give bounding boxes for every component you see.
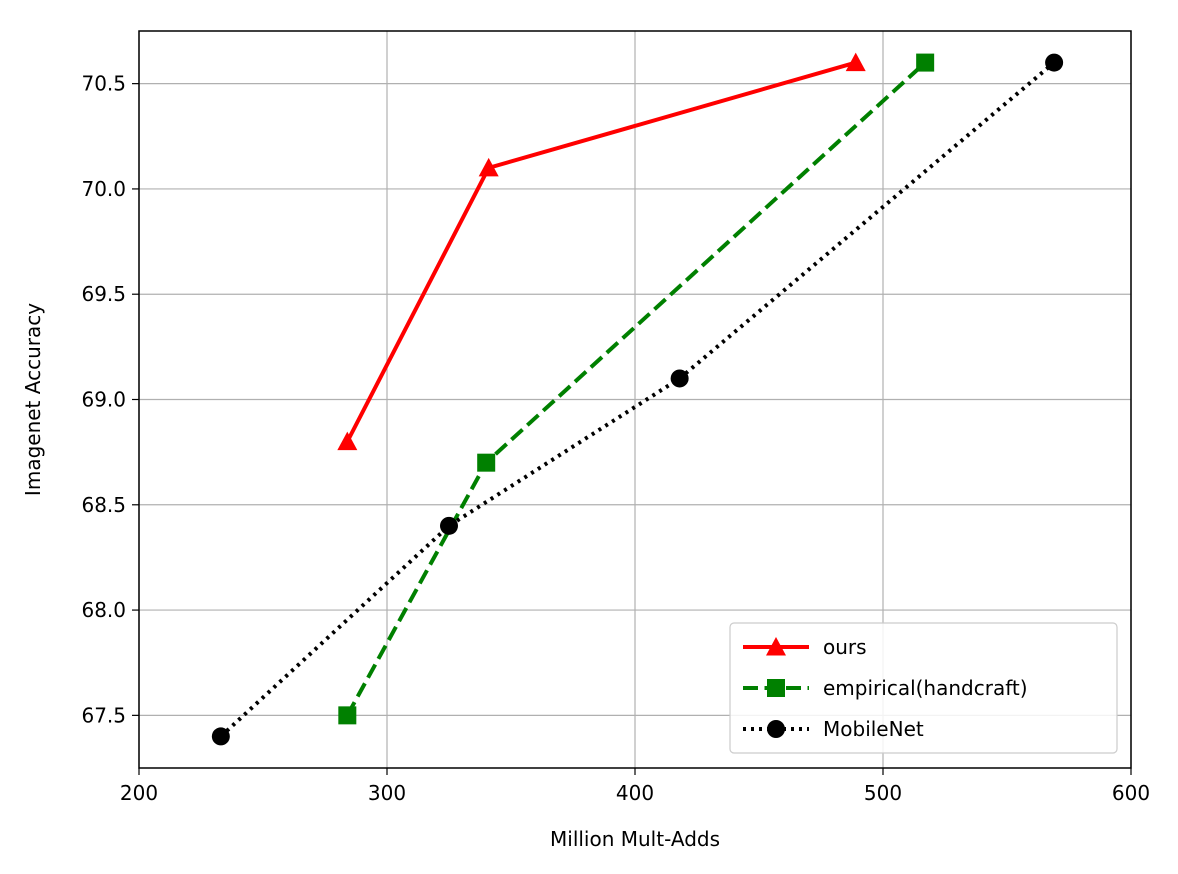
legend-marker — [766, 637, 786, 656]
series-group — [211, 52, 1064, 746]
ticks: 200 300 400 500 600 67.5 68.0 68.5 69.0 69.5 70.0 7… — [81, 72, 1150, 805]
y-tick-label: 67.5 — [81, 703, 126, 727]
legend-marker — [767, 679, 785, 697]
legend-label: empirical(handcraft) — [823, 676, 1028, 700]
legend-entry: MobileNet — [743, 717, 924, 741]
y-tick-label: 68.0 — [81, 598, 126, 622]
data-point — [338, 706, 357, 725]
x-tick-label: 500 — [864, 781, 902, 805]
y-tick-label: 69.0 — [81, 388, 126, 412]
data-point — [845, 52, 866, 72]
data-point — [337, 431, 358, 451]
y-axis-label: Imagenet Accuracy — [21, 303, 45, 496]
y-tick-label: 70.0 — [81, 177, 126, 201]
y-tick-label: 68.5 — [81, 493, 126, 517]
data-point — [670, 369, 689, 388]
x-tick-label: 300 — [368, 781, 406, 805]
series-0 — [337, 52, 866, 451]
x-tick-label: 200 — [120, 781, 158, 805]
legend-marker — [767, 720, 785, 738]
data-point — [478, 157, 499, 177]
legend-box — [729, 622, 1118, 754]
series-2 — [211, 53, 1064, 746]
legend-label: ours — [823, 635, 867, 659]
series-1 — [338, 53, 935, 725]
data-point — [440, 516, 458, 535]
legend-label: MobileNet — [823, 717, 924, 741]
x-tick-label: 400 — [616, 781, 654, 805]
x-tick-label: 600 — [1112, 781, 1150, 805]
grid — [138, 31, 1132, 768]
legend-entry: ours — [743, 635, 867, 659]
y-tick-label: 69.5 — [81, 282, 126, 306]
legend-entry: empirical(handcraft) — [743, 676, 1028, 700]
legend: ours empirical(handcraft) MobileNet — [729, 622, 1118, 754]
data-point — [916, 53, 935, 72]
data-point — [1045, 53, 1064, 72]
y-tick-label: 70.5 — [81, 72, 126, 96]
data-point — [211, 727, 230, 746]
data-point — [477, 453, 496, 472]
x-axis-label: Million Mult-Adds — [550, 827, 720, 851]
